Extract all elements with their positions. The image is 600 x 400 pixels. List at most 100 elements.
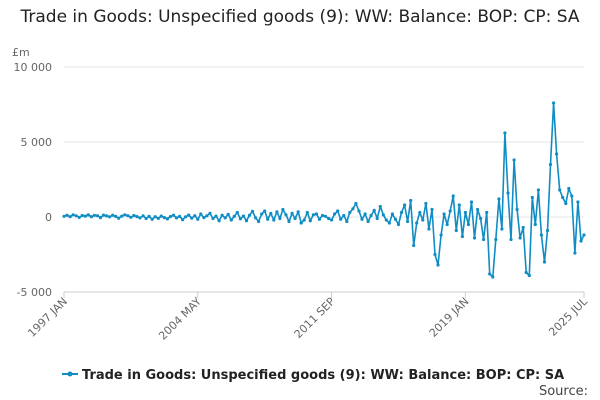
data-point-45 <box>199 212 203 216</box>
data-point-23 <box>132 213 136 218</box>
data-point-5 <box>77 215 81 219</box>
data-point-30 <box>153 215 157 219</box>
data-point-22 <box>129 215 133 219</box>
data-point-117 <box>418 210 422 215</box>
data-point-27 <box>144 216 148 221</box>
data-point-3 <box>71 213 75 217</box>
data-point-90 <box>336 209 340 213</box>
data-point-120 <box>427 227 431 231</box>
y-axis-unit: £m <box>12 46 30 59</box>
data-point-55 <box>229 218 233 222</box>
data-point-54 <box>226 212 230 216</box>
data-point-13 <box>101 213 106 217</box>
data-point-83 <box>314 212 318 216</box>
data-point-101 <box>369 213 373 218</box>
data-point-144 <box>500 227 504 231</box>
data-point-127 <box>448 209 452 213</box>
data-point-67 <box>266 217 270 221</box>
data-point-153 <box>527 273 531 278</box>
data-point-18 <box>117 216 121 220</box>
data-point-107 <box>387 221 391 225</box>
legend[interactable]: Trade in Goods: Unspecified goods (9): W… <box>62 368 564 383</box>
chart-title: Trade in Goods: Unspecified goods (9): W… <box>20 7 580 27</box>
y-tick-label-1: 5 000 <box>21 136 53 149</box>
data-point-68 <box>269 211 273 215</box>
data-point-113 <box>406 219 410 224</box>
series-0 <box>62 101 586 279</box>
data-point-17 <box>114 214 118 218</box>
gridlines <box>64 66 584 293</box>
data-point-14 <box>105 214 109 218</box>
data-point-138 <box>482 237 486 242</box>
data-point-122 <box>433 252 437 257</box>
data-point-160 <box>548 162 553 167</box>
x-tick-label-1: 2004 MAY <box>156 295 204 343</box>
data-point-94 <box>348 210 352 215</box>
data-point-16 <box>111 213 115 217</box>
y-tick-label-2: 0 <box>45 211 52 224</box>
data-point-111 <box>399 210 404 215</box>
data-point-134 <box>469 200 474 204</box>
data-point-137 <box>479 216 483 221</box>
data-point-168 <box>573 251 577 255</box>
data-point-46 <box>202 216 206 220</box>
data-point-121 <box>430 207 434 212</box>
x-axis: 1997 JAN 2004 MAY 2011 SEP 2019 JAN 2025 JUL <box>25 291 591 343</box>
data-point-70 <box>275 210 279 214</box>
data-point-95 <box>351 207 355 211</box>
data-point-166 <box>567 186 571 191</box>
data-point-47 <box>205 214 209 218</box>
data-point-76 <box>293 216 297 221</box>
series-line-0 <box>63 102 585 278</box>
data-point-112 <box>403 203 407 207</box>
data-point-131 <box>460 234 464 239</box>
data-point-2 <box>68 215 72 219</box>
data-point-81 <box>308 219 312 223</box>
legend-marker <box>67 371 73 377</box>
data-point-114 <box>409 198 413 203</box>
data-point-108 <box>390 212 394 216</box>
data-point-161 <box>552 101 556 105</box>
data-point-24 <box>135 215 139 219</box>
data-point-37 <box>174 216 179 220</box>
data-point-129 <box>454 228 458 233</box>
data-point-69 <box>272 218 276 222</box>
data-point-115 <box>412 243 416 248</box>
data-point-135 <box>472 236 477 240</box>
data-point-75 <box>290 211 294 215</box>
y-axis-ticks: 10 000 5 000 0 -5 000 <box>14 61 53 299</box>
data-point-170 <box>579 239 583 243</box>
y-tick-label-3: -5 000 <box>17 286 52 299</box>
data-point-157 <box>539 233 544 237</box>
data-point-140 <box>488 272 492 276</box>
data-point-64 <box>257 219 261 224</box>
data-point-123 <box>436 263 440 267</box>
data-point-40 <box>184 215 188 219</box>
x-tick-label-4: 2025 JUL <box>546 294 590 338</box>
data-point-71 <box>278 216 282 221</box>
data-point-6 <box>80 213 84 218</box>
data-point-15 <box>108 215 112 219</box>
data-point-48 <box>208 211 212 215</box>
data-point-146 <box>506 191 510 195</box>
data-point-147 <box>509 237 513 242</box>
data-point-58 <box>238 217 242 221</box>
data-point-141 <box>491 275 495 279</box>
data-point-65 <box>260 212 264 216</box>
data-point-104 <box>378 204 382 209</box>
data-point-88 <box>330 218 334 222</box>
data-point-159 <box>545 228 550 233</box>
data-point-39 <box>181 218 185 222</box>
data-point-110 <box>396 222 401 227</box>
data-point-133 <box>466 222 470 227</box>
data-point-93 <box>345 219 349 224</box>
data-point-116 <box>415 221 419 225</box>
data-point-31 <box>156 216 160 220</box>
data-point-41 <box>187 213 191 217</box>
data-point-150 <box>518 236 522 240</box>
data-point-86 <box>323 214 328 218</box>
data-point-105 <box>381 213 385 217</box>
x-tick-label-0: 1997 JAN <box>25 295 70 340</box>
data-point-80 <box>305 210 309 215</box>
